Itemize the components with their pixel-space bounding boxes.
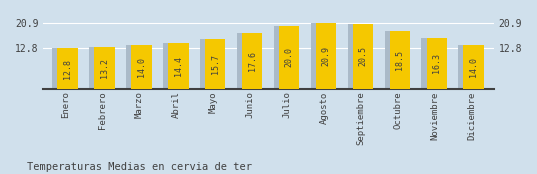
- Text: 14.4: 14.4: [174, 56, 183, 76]
- Bar: [463, 45, 484, 89]
- Bar: [168, 44, 188, 89]
- Bar: [53, 49, 72, 89]
- Text: 20.9: 20.9: [322, 46, 330, 66]
- Text: 16.3: 16.3: [432, 53, 441, 73]
- Bar: [57, 49, 78, 89]
- Bar: [200, 39, 220, 89]
- Bar: [390, 31, 410, 89]
- Bar: [274, 26, 294, 89]
- Text: 17.6: 17.6: [248, 51, 257, 71]
- Bar: [95, 47, 115, 89]
- Bar: [422, 38, 442, 89]
- Bar: [242, 33, 262, 89]
- Bar: [426, 38, 447, 89]
- Bar: [279, 26, 299, 89]
- Bar: [459, 45, 478, 89]
- Bar: [205, 39, 226, 89]
- Text: 18.5: 18.5: [395, 50, 404, 70]
- Bar: [353, 24, 373, 89]
- Bar: [347, 24, 368, 89]
- Text: 15.7: 15.7: [211, 54, 220, 74]
- Text: 13.2: 13.2: [100, 58, 109, 78]
- Bar: [384, 31, 405, 89]
- Bar: [89, 47, 110, 89]
- Bar: [131, 45, 151, 89]
- Bar: [163, 44, 184, 89]
- Text: 12.8: 12.8: [63, 58, 72, 78]
- Bar: [316, 23, 336, 89]
- Bar: [311, 23, 331, 89]
- Text: 20.0: 20.0: [285, 47, 294, 67]
- Bar: [126, 45, 147, 89]
- Text: Temperaturas Medias en cervia de ter: Temperaturas Medias en cervia de ter: [27, 162, 252, 172]
- Bar: [237, 33, 257, 89]
- Text: 14.0: 14.0: [137, 57, 146, 77]
- Text: 20.5: 20.5: [358, 46, 367, 66]
- Text: 14.0: 14.0: [469, 57, 478, 77]
